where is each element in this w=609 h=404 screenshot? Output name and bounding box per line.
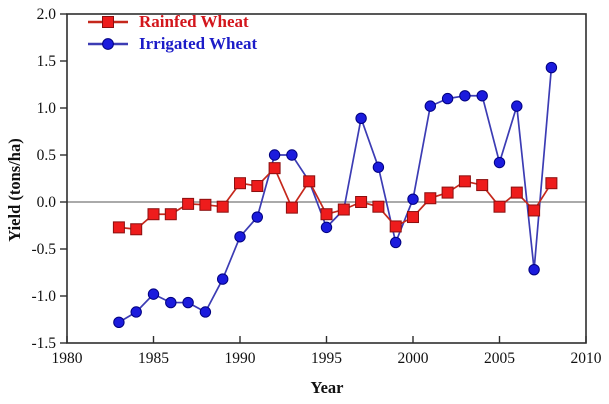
data-point-rainfed-wheat [389, 220, 402, 233]
y-axis-title: Yield (tons/ha) [5, 138, 24, 242]
series-line-irrigated-wheat [118, 67, 553, 324]
rainfed-line-square-icon [88, 15, 128, 28]
data-point-rainfed-wheat [476, 179, 489, 192]
data-point-rainfed-wheat [372, 200, 385, 213]
data-point-rainfed-wheat [234, 177, 246, 190]
x-tick-label: 1995 [311, 350, 342, 367]
data-point-irrigated-wheat [493, 156, 506, 169]
data-point-rainfed-wheat [528, 204, 541, 217]
data-point-irrigated-wheat [355, 112, 367, 125]
data-point-irrigated-wheat [372, 161, 385, 173]
data-point-rainfed-wheat [303, 175, 316, 188]
x-tick-label: 2010 [571, 350, 602, 367]
x-tick-label: 2000 [398, 350, 429, 367]
data-point-rainfed-wheat [130, 223, 143, 236]
data-point-rainfed-wheat [182, 197, 195, 210]
x-tick-label: 1985 [138, 350, 169, 367]
data-point-irrigated-wheat [130, 306, 142, 318]
data-point-irrigated-wheat [268, 149, 281, 161]
data-point-irrigated-wheat [476, 90, 488, 102]
x-axis-title: Year [310, 378, 344, 397]
y-tick-label: 0.5 [37, 147, 57, 164]
data-point-irrigated-wheat [390, 236, 402, 249]
x-tick-label: 2005 [484, 350, 515, 367]
data-point-irrigated-wheat [441, 92, 454, 105]
y-tick-label: -0.5 [31, 241, 56, 258]
data-point-irrigated-wheat [217, 273, 229, 285]
y-tick-label: 2.0 [37, 6, 57, 23]
legend-item-irrigated-wheat: Irrigated Wheat [88, 33, 257, 54]
plot-frame [66, 13, 587, 344]
data-point-irrigated-wheat [234, 231, 246, 243]
y-tick-label: 0.0 [37, 194, 57, 211]
data-point-rainfed-wheat [320, 208, 333, 221]
data-point-rainfed-wheat [147, 208, 160, 221]
data-point-rainfed-wheat [355, 196, 368, 208]
y-tick-label: 1.5 [37, 53, 57, 70]
data-point-rainfed-wheat [216, 200, 229, 213]
y-tick-label: -1.5 [31, 335, 56, 352]
data-point-irrigated-wheat [199, 306, 212, 318]
data-point-irrigated-wheat [407, 193, 419, 205]
data-point-rainfed-wheat [268, 162, 281, 175]
y-tick-label: -1.0 [31, 288, 56, 305]
data-point-rainfed-wheat [441, 186, 454, 199]
y-tick-label: 1.0 [37, 100, 57, 117]
x-tick-label: 1980 [52, 350, 83, 367]
irrigated-line-circle-icon [88, 37, 128, 50]
data-point-rainfed-wheat [424, 192, 437, 205]
data-point-rainfed-wheat [407, 211, 419, 224]
data-point-rainfed-wheat [337, 203, 350, 216]
data-point-irrigated-wheat [545, 61, 558, 74]
data-point-rainfed-wheat [458, 175, 471, 188]
data-point-irrigated-wheat [182, 296, 194, 309]
data-point-irrigated-wheat [528, 263, 540, 276]
data-point-irrigated-wheat [113, 316, 125, 329]
data-point-irrigated-wheat [511, 100, 523, 112]
x-tick-label: 1990 [225, 350, 256, 367]
data-point-irrigated-wheat [320, 221, 333, 234]
data-point-irrigated-wheat [251, 211, 263, 223]
data-point-irrigated-wheat [147, 288, 160, 300]
data-point-rainfed-wheat [164, 208, 177, 221]
legend: Rainfed Wheat Irrigated Wheat [88, 11, 257, 54]
data-point-irrigated-wheat [286, 149, 298, 161]
data-point-rainfed-wheat [251, 180, 264, 193]
data-point-rainfed-wheat [510, 186, 523, 199]
data-point-rainfed-wheat [285, 201, 298, 214]
legend-item-rainfed-wheat: Rainfed Wheat [88, 11, 257, 32]
data-point-irrigated-wheat [165, 296, 177, 309]
data-point-rainfed-wheat [199, 198, 212, 211]
data-point-rainfed-wheat [545, 177, 558, 190]
data-point-rainfed-wheat [493, 200, 506, 213]
data-point-rainfed-wheat [112, 221, 125, 234]
data-point-irrigated-wheat [424, 100, 436, 112]
legend-label-irrigated: Irrigated Wheat [139, 34, 258, 53]
legend-label-rainfed: Rainfed Wheat [139, 12, 249, 31]
data-point-irrigated-wheat [459, 90, 471, 102]
